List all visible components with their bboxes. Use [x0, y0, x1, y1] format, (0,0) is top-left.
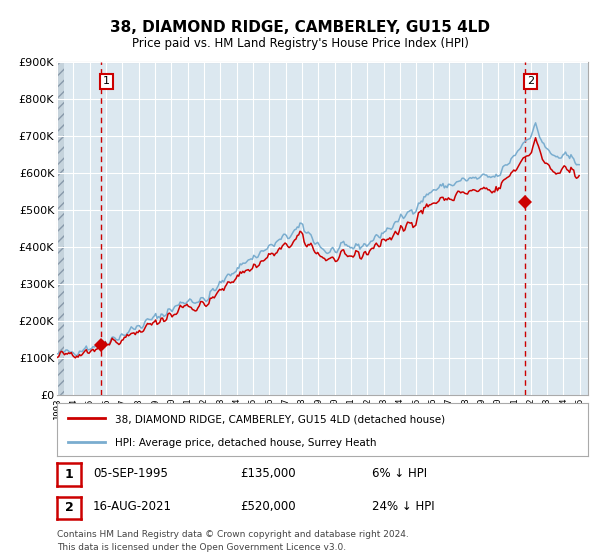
- Text: HPI: Average price, detached house, Surrey Heath: HPI: Average price, detached house, Surr…: [115, 437, 377, 447]
- Text: £520,000: £520,000: [240, 500, 296, 514]
- Text: Contains HM Land Registry data © Crown copyright and database right 2024.: Contains HM Land Registry data © Crown c…: [57, 530, 409, 539]
- Text: 2: 2: [527, 76, 534, 86]
- Text: 1: 1: [103, 76, 110, 86]
- Text: 05-SEP-1995: 05-SEP-1995: [93, 466, 168, 480]
- Text: 1: 1: [65, 468, 73, 481]
- Text: £135,000: £135,000: [240, 466, 296, 480]
- Text: 24% ↓ HPI: 24% ↓ HPI: [372, 500, 434, 514]
- Text: 38, DIAMOND RIDGE, CAMBERLEY, GU15 4LD: 38, DIAMOND RIDGE, CAMBERLEY, GU15 4LD: [110, 20, 490, 35]
- Text: 38, DIAMOND RIDGE, CAMBERLEY, GU15 4LD (detached house): 38, DIAMOND RIDGE, CAMBERLEY, GU15 4LD (…: [115, 414, 446, 424]
- Text: 2: 2: [65, 501, 73, 515]
- Bar: [57, 62, 64, 395]
- Text: Price paid vs. HM Land Registry's House Price Index (HPI): Price paid vs. HM Land Registry's House …: [131, 37, 469, 50]
- Text: This data is licensed under the Open Government Licence v3.0.: This data is licensed under the Open Gov…: [57, 543, 346, 552]
- Text: 16-AUG-2021: 16-AUG-2021: [93, 500, 172, 514]
- Text: 6% ↓ HPI: 6% ↓ HPI: [372, 466, 427, 480]
